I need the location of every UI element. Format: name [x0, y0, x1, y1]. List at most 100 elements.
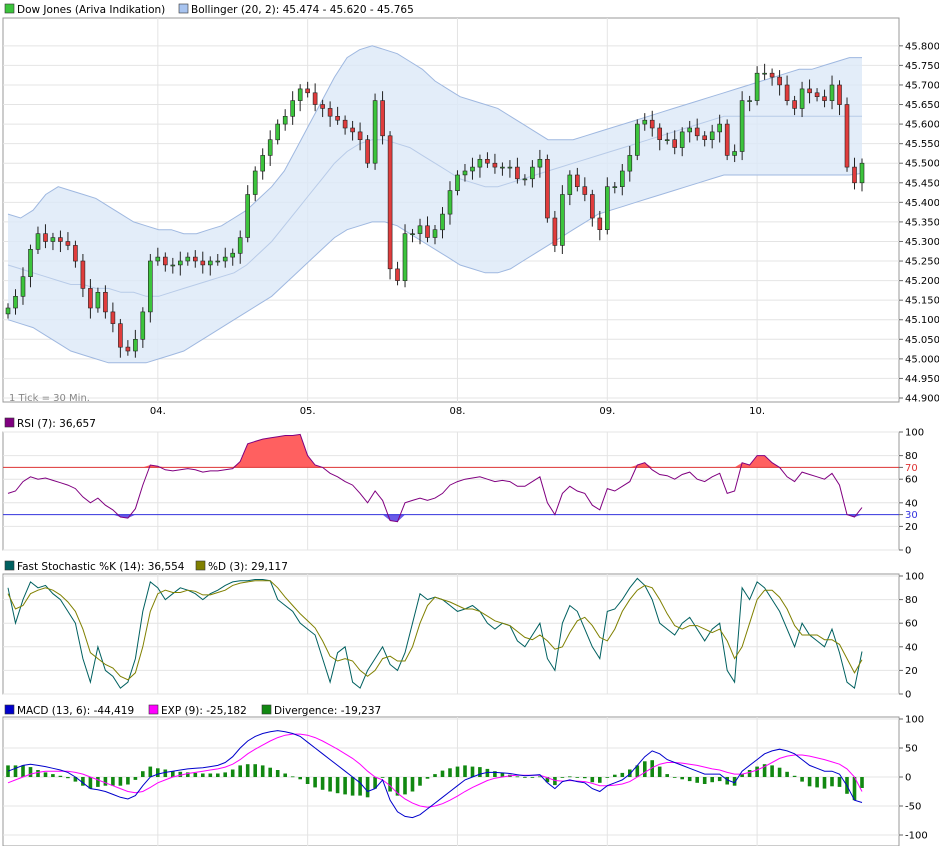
divergence-bar	[6, 765, 10, 777]
divergence-bar	[583, 777, 587, 779]
candle-up	[410, 233, 415, 235]
candle-down	[814, 92, 820, 98]
divergence-bar	[388, 777, 392, 792]
candle-up	[522, 178, 528, 181]
candle-up	[447, 190, 453, 215]
candle-up	[222, 256, 228, 262]
candle-up	[95, 291, 101, 309]
candle-down	[492, 162, 498, 168]
macd-exp-line	[7, 733, 863, 808]
candle-up	[215, 260, 221, 263]
macd-panel: 100 50 0 -50 -100 MACD (13, 6): -44,419 EXP …	[2, 704, 928, 846]
y-tick-label: -100	[905, 831, 928, 842]
y-tick-label: 44.950	[905, 374, 939, 385]
divergence-legend-label: Divergence: -19,237	[274, 705, 381, 717]
y-tick-label: 45.100	[905, 315, 939, 326]
y-tick-label: 70	[905, 463, 918, 474]
y-tick-label: 50	[905, 744, 918, 755]
candle-up	[567, 174, 573, 195]
divergence-bar	[725, 777, 729, 785]
divergence-bar	[96, 777, 100, 787]
price-legend: Dow Jones (Ariva Indikation) Bollinger (…	[4, 3, 414, 16]
candle-up	[252, 170, 258, 195]
stochastic-y-axis: 100 80 60 40 20 0	[899, 572, 924, 701]
price-legend-swatch	[4, 3, 15, 14]
y-tick-label: 45.500	[905, 159, 939, 170]
divergence-bar	[478, 767, 482, 777]
divergence-bar	[343, 777, 347, 795]
candlesticks	[5, 63, 865, 358]
divergence-bar	[702, 777, 707, 784]
divergence-bar	[538, 776, 542, 778]
divergence-bar	[111, 777, 115, 786]
divergence-bar	[800, 777, 804, 782]
candle-down	[103, 291, 108, 313]
divergence-bar	[777, 767, 782, 777]
divergence-bar	[156, 768, 160, 777]
divergence-bar	[21, 765, 25, 777]
candle-up	[754, 72, 760, 101]
divergence-bar	[755, 766, 759, 777]
x-tick-label: 10.	[749, 406, 765, 417]
divergence-bar	[455, 766, 460, 777]
divergence-bar	[58, 775, 63, 777]
rsi-legend-label: RSI (7): 36,657	[17, 418, 96, 430]
y-tick-label: 20	[905, 522, 918, 533]
divergence-bar	[43, 772, 48, 777]
y-tick-label: 100	[905, 715, 924, 726]
divergence-bar	[732, 777, 737, 786]
candle-down	[784, 84, 790, 101]
candle-down	[357, 131, 363, 140]
candle-up	[664, 139, 670, 141]
candle-up	[155, 256, 161, 262]
candle-down	[694, 127, 700, 137]
y-tick-label: 0	[905, 546, 911, 557]
candle-down	[545, 159, 550, 219]
candle-down	[777, 76, 782, 86]
candle-up	[402, 233, 408, 281]
candle-up	[170, 264, 176, 267]
divergence-bar	[530, 777, 535, 778]
candle-down	[515, 166, 520, 180]
divergence-bar	[523, 777, 527, 778]
divergence-bar	[740, 774, 744, 777]
y-tick-label: 45.250	[905, 257, 939, 268]
y-tick-label: 40	[905, 642, 918, 653]
candle-down	[657, 127, 663, 140]
divergence-bar	[493, 771, 497, 777]
divergence-bar	[328, 777, 332, 792]
divergence-bar	[568, 776, 572, 778]
candle-up	[717, 123, 723, 133]
divergence-bar	[305, 777, 310, 784]
candle-down	[822, 96, 827, 101]
divergence-bar	[515, 776, 520, 778]
divergence-bar	[73, 777, 78, 782]
divergence-bar	[418, 777, 422, 786]
y-tick-label: 44.900	[905, 394, 939, 405]
candle-up	[133, 338, 138, 352]
divergence-bar	[657, 766, 662, 777]
candle-up	[642, 119, 648, 125]
candle-up	[687, 127, 693, 133]
rsi-legend: RSI (7): 36,657	[4, 417, 96, 430]
divergence-bar	[560, 777, 565, 778]
y-tick-label: 80	[905, 595, 918, 606]
candle-up	[537, 159, 543, 168]
divergence-bar	[81, 777, 85, 786]
divergence-bar	[88, 777, 93, 789]
candle-up	[604, 186, 610, 230]
divergence-bar	[695, 777, 699, 783]
stochastic-panel: 100 80 60 40 20 0 Fast Stochastic %K (14): 36…	[2, 560, 924, 701]
divergence-bar	[433, 774, 437, 777]
divergence-bar	[613, 774, 617, 777]
divergence-bar	[178, 771, 183, 777]
divergence-bar	[260, 765, 265, 777]
candle-up	[477, 159, 483, 168]
y-tick-label: 45.350	[905, 217, 939, 228]
candle-up	[530, 166, 535, 180]
divergence-bar	[403, 777, 407, 795]
exp-legend-label: EXP (9): -25,182	[161, 705, 247, 717]
